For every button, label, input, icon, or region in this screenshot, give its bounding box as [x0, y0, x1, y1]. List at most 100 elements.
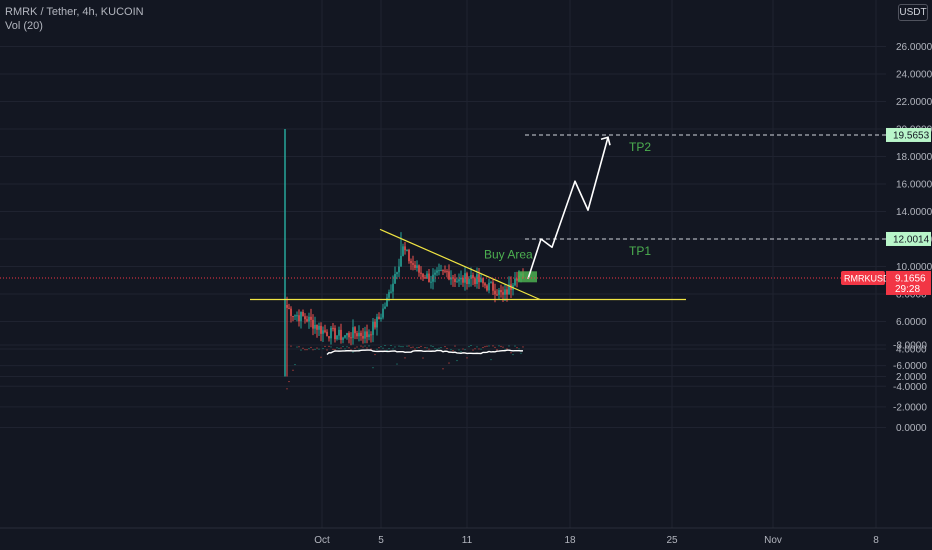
- time-axis-label: 25: [666, 535, 678, 546]
- volume-bar: [488, 345, 490, 347]
- volume-bar: [376, 348, 378, 350]
- volume-bar: [290, 345, 292, 347]
- volume-bar: [396, 363, 398, 365]
- volume-bar: [420, 345, 422, 347]
- volume-bar: [360, 345, 362, 347]
- candle-body: [438, 270, 440, 272]
- volume-bar: [346, 346, 348, 348]
- candle-body: [352, 327, 354, 338]
- candle-body: [296, 315, 298, 317]
- volume-bar: [422, 357, 424, 359]
- volume-bar: [302, 347, 304, 349]
- volume-bar: [424, 347, 426, 349]
- volume-bar: [342, 346, 344, 348]
- price-axis-label: 2.0000: [896, 372, 927, 383]
- volume-bar: [300, 349, 302, 351]
- volume-bar: [514, 345, 516, 347]
- grid-lines: [0, 0, 886, 528]
- volume-bar: [510, 352, 512, 354]
- volume-bar: [482, 347, 484, 349]
- candle-body: [430, 281, 432, 283]
- descending-trendline: [379, 228, 541, 301]
- volume-bar: [402, 346, 404, 348]
- volume-bar: [410, 347, 412, 349]
- candle-body: [382, 308, 384, 318]
- candle-body: [404, 246, 406, 251]
- price-axis-label: 26.0000: [896, 42, 932, 53]
- candle-body: [492, 282, 494, 291]
- volume-bar: [478, 348, 480, 350]
- volume-bar: [494, 346, 496, 348]
- volume-bar: [442, 368, 444, 370]
- candle-body: [482, 278, 484, 284]
- volume-bar: [472, 349, 474, 351]
- volume-bar: [522, 346, 524, 348]
- volume-bar: [382, 347, 384, 349]
- candle-body: [396, 272, 398, 274]
- candle-body: [406, 249, 408, 251]
- candle-body: [500, 290, 502, 293]
- buy-area-label: Buy Area: [484, 247, 533, 261]
- volume-bar: [304, 349, 306, 351]
- volume-bar: [354, 347, 356, 349]
- candle-body: [506, 289, 508, 295]
- volume-bar: [330, 346, 332, 348]
- price-axis-label: 16.0000: [896, 180, 932, 191]
- volume-bar: [340, 347, 342, 349]
- volume-bar: [486, 345, 488, 347]
- candle-body: [322, 330, 324, 334]
- volume-bar: [490, 359, 492, 361]
- volume-bar: [438, 347, 440, 349]
- candle-body: [516, 278, 518, 281]
- candle-body: [378, 316, 380, 320]
- candle-body: [458, 279, 460, 282]
- volume-bar: [390, 345, 392, 347]
- candle-body: [502, 292, 504, 295]
- candle-body: [374, 321, 376, 328]
- candle-body: [308, 316, 310, 322]
- volume-bar: [288, 381, 290, 383]
- projection-arrow-path: [527, 137, 609, 280]
- volume-bar: [352, 351, 354, 353]
- currency-button[interactable]: USDT: [898, 4, 928, 21]
- candle-body: [426, 273, 428, 279]
- volume-bar: [286, 388, 288, 390]
- projection-arrowhead: [600, 136, 611, 146]
- candle-body: [392, 283, 394, 292]
- candle-body: [372, 321, 374, 335]
- volume-bar: [334, 349, 336, 351]
- candle-body: [422, 273, 424, 278]
- last-price-value: 9.1656: [895, 273, 926, 284]
- candle-body: [514, 278, 516, 286]
- volume-axis-label: -8.0000: [893, 341, 927, 352]
- volume-bar: [480, 348, 482, 350]
- candle-body: [472, 275, 474, 279]
- candle-body: [332, 327, 334, 329]
- candle-body: [334, 328, 336, 340]
- volume-bar: [384, 345, 386, 347]
- candle-body: [424, 277, 426, 279]
- tp1-price-badge: [886, 231, 931, 246]
- volume-bar: [484, 346, 486, 348]
- volume-bar: [350, 349, 352, 351]
- volume-bar: [356, 346, 358, 348]
- candle-body: [354, 327, 356, 334]
- candle-body: [470, 275, 472, 279]
- candle-body: [394, 273, 396, 284]
- volume-bar: [318, 348, 320, 350]
- volume-bar: [496, 349, 498, 351]
- candle-body: [384, 306, 386, 309]
- volume-bar: [506, 348, 508, 350]
- volume-bar: [466, 357, 468, 359]
- candle-body: [286, 305, 288, 308]
- volume-bar: [452, 350, 454, 352]
- candle-body: [420, 272, 422, 274]
- candle-body: [494, 290, 496, 295]
- candle-body: [486, 285, 488, 291]
- candle-body: [390, 291, 392, 293]
- tp2-label: TP2: [629, 140, 651, 154]
- candle-body: [444, 270, 446, 272]
- candle-body: [410, 261, 412, 264]
- candle-body: [288, 307, 290, 309]
